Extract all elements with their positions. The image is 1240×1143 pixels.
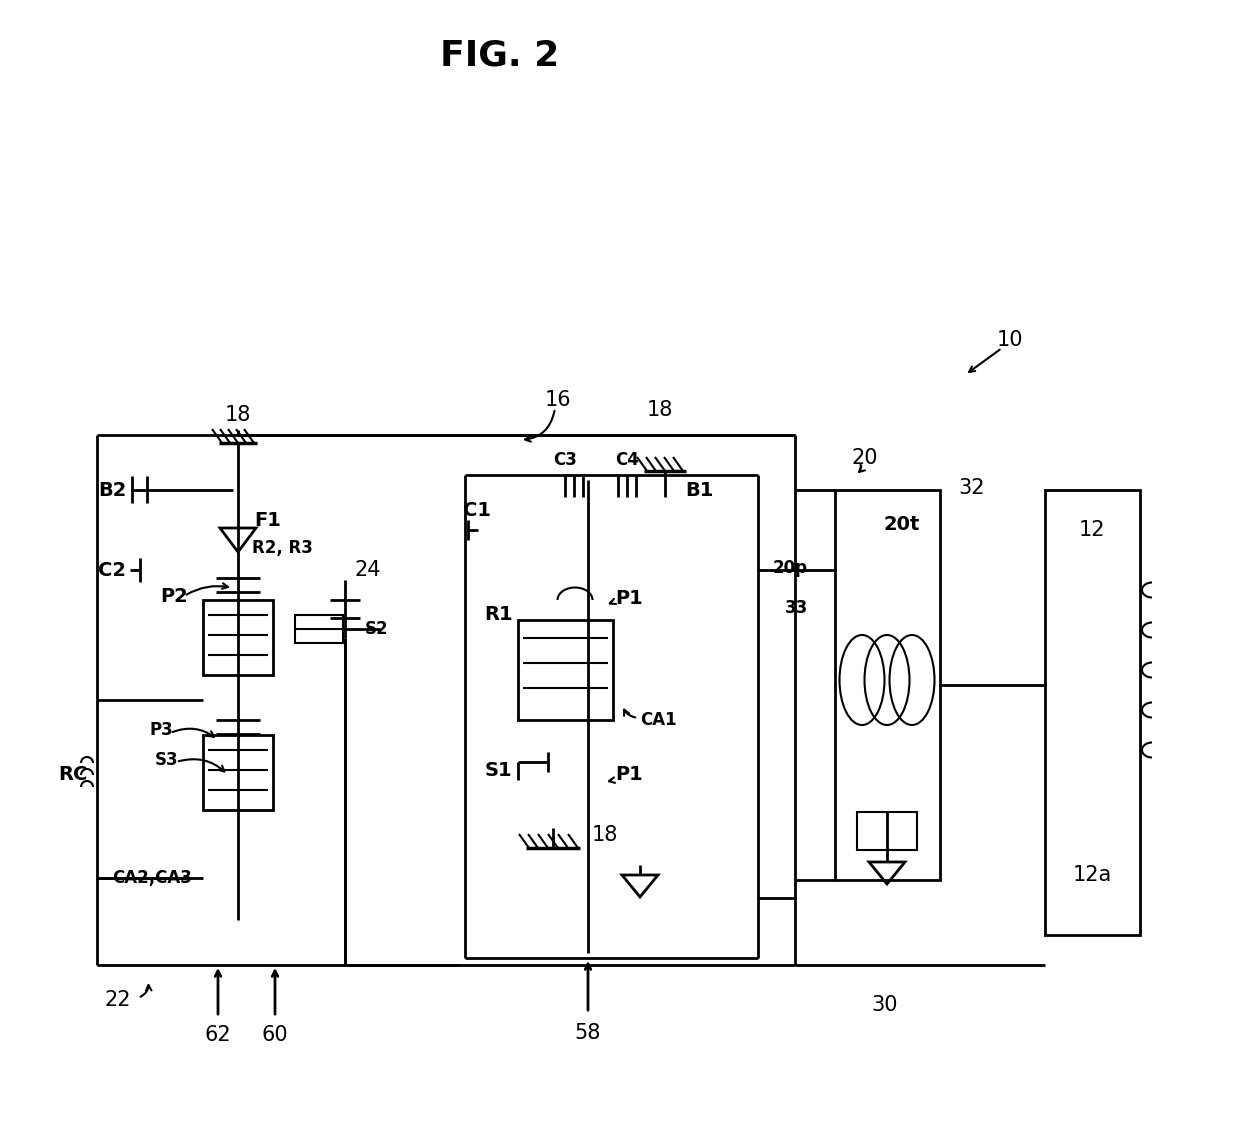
Text: 22: 22	[104, 990, 131, 1010]
Bar	[203, 600, 273, 676]
Text: C1: C1	[463, 501, 491, 520]
Bar	[518, 620, 613, 720]
Text: B1: B1	[684, 480, 713, 499]
Bar	[295, 615, 343, 644]
Text: 58: 58	[575, 1023, 601, 1044]
Bar	[857, 812, 918, 850]
Text: F1: F1	[254, 511, 281, 529]
Text: P3: P3	[149, 721, 174, 740]
Text: C2: C2	[98, 560, 126, 580]
Text: S3: S3	[154, 751, 179, 769]
Text: 30: 30	[872, 996, 898, 1015]
Text: CA2,CA3: CA2,CA3	[112, 869, 192, 887]
Text: FIG. 2: FIG. 2	[440, 38, 559, 72]
Text: 18: 18	[224, 405, 252, 425]
Text: 20p: 20p	[773, 559, 808, 577]
Text: 16: 16	[544, 390, 572, 410]
Bar	[835, 490, 940, 880]
Text: C3: C3	[553, 451, 577, 469]
Text: CA1: CA1	[640, 711, 677, 729]
Text: 20: 20	[852, 448, 878, 467]
Text: 20t: 20t	[884, 515, 920, 535]
Text: B2: B2	[98, 480, 126, 499]
Text: 12a: 12a	[1073, 865, 1111, 885]
Text: 18: 18	[647, 400, 673, 419]
Text: P1: P1	[615, 589, 642, 607]
Text: 32: 32	[959, 478, 986, 498]
Polygon shape	[219, 528, 255, 552]
Text: RC: RC	[58, 766, 88, 784]
Text: 12: 12	[1079, 520, 1105, 539]
Text: 18: 18	[591, 825, 619, 845]
Text: P2: P2	[160, 586, 188, 606]
Text: S2: S2	[365, 620, 388, 638]
Text: 60: 60	[262, 1025, 289, 1045]
Bar	[203, 735, 273, 810]
Text: 24: 24	[355, 560, 381, 580]
Bar	[1045, 490, 1140, 935]
Text: S1: S1	[485, 760, 512, 780]
Text: 62: 62	[205, 1025, 232, 1045]
Text: R2, R3: R2, R3	[252, 539, 312, 557]
Text: R1: R1	[485, 606, 513, 624]
Text: C4: C4	[615, 451, 639, 469]
Text: P1: P1	[615, 766, 642, 784]
Text: 10: 10	[997, 330, 1023, 350]
Text: 33: 33	[785, 599, 808, 617]
